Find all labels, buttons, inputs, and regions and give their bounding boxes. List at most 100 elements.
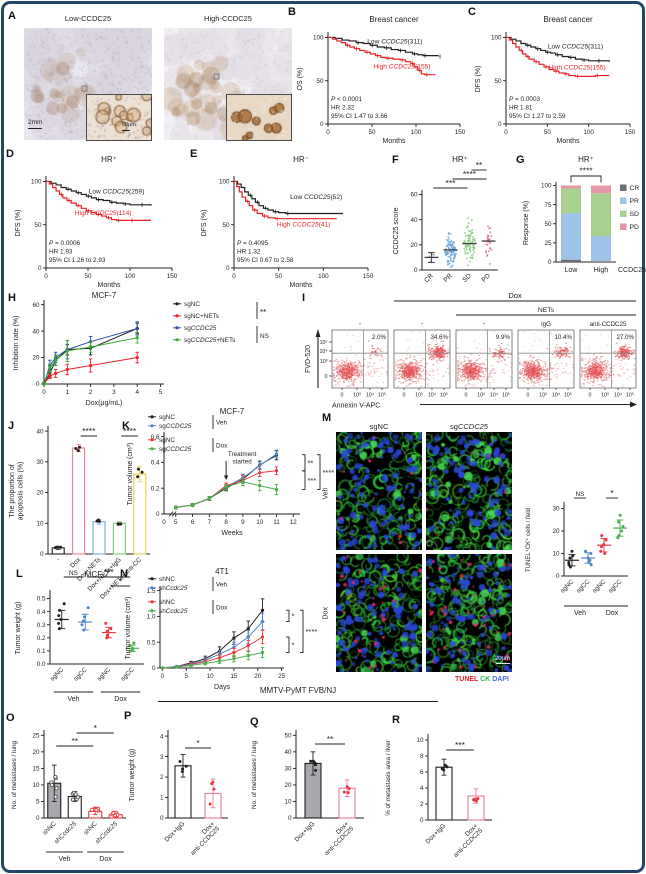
scalebar-20um-label: 20μm (494, 656, 510, 662)
svg-text:Dox+IgG: Dox+IgG (424, 822, 447, 845)
svg-text:100: 100 (411, 129, 422, 136)
svg-text:10⁴: 10⁴ (366, 393, 374, 399)
svg-text:P = 0.0006: P = 0.0006 (49, 240, 81, 247)
svg-text:3: 3 (112, 389, 116, 396)
histology-high-inset-image (226, 94, 292, 141)
svg-text:HR 1.93: HR 1.93 (49, 249, 73, 256)
svg-text:shNC: shNC (159, 576, 175, 583)
svg-text:Low: Low (565, 267, 579, 274)
svg-text:High CCDC25(155): High CCDC25(155) (548, 64, 605, 71)
svg-text:HR 2.32: HR 2.32 (331, 105, 355, 112)
panel-m-row2-label: Dox (322, 607, 330, 620)
svg-text:100: 100 (541, 183, 552, 190)
svg-text:sgCC: sgCC (72, 666, 89, 683)
svg-text:50: 50 (222, 222, 230, 229)
svg-text:20: 20 (36, 490, 44, 497)
svg-text:Dox: Dox (216, 605, 228, 612)
svg-text:0: 0 (226, 265, 230, 272)
caption-tunel: TUNEL (455, 676, 479, 683)
svg-text:HR 1.81: HR 1.81 (509, 105, 533, 112)
svg-text:PD: PD (480, 272, 492, 284)
if-image-sgccdc25-dox (426, 554, 512, 672)
panel-f-label: F (392, 154, 399, 166)
svg-text:9: 9 (241, 519, 245, 526)
panel-l-label: L (16, 568, 23, 580)
svg-text:CCDC25 score: CCDC25 score (393, 207, 400, 254)
svg-text:Dox: Dox (508, 291, 522, 300)
svg-text:***: *** (104, 567, 115, 577)
svg-text:20: 20 (410, 242, 418, 249)
panel-j-label: J (8, 420, 15, 432)
svg-text:1.5: 1.5 (147, 588, 156, 595)
svg-text:Dox: Dox (606, 610, 619, 617)
svg-text:sgNC: sgNC (184, 301, 200, 308)
svg-text:% of metastasis area / liver: % of metastasis area / liver (385, 740, 392, 816)
svg-text:0.3: 0.3 (37, 622, 46, 629)
svg-text:4: 4 (420, 785, 424, 792)
svg-text:0.5: 0.5 (37, 596, 46, 603)
panel-m-label: M (322, 412, 332, 424)
panel-h: H 0 20 40 60 0 1 2 3 4 5 Inhibition rate (%) Dox(μg… (6, 290, 302, 412)
panel-b-label: B (288, 6, 296, 18)
svg-text:Veh: Veh (216, 582, 227, 589)
svg-text:40: 40 (36, 428, 44, 435)
svg-text:PR: PR (630, 198, 640, 205)
svg-text:Tumor volume (cm³): Tumor volume (cm³) (127, 443, 134, 506)
svg-text:FVD-520: FVD-520 (305, 345, 312, 373)
svg-text:0: 0 (40, 551, 44, 558)
panel-m-row1-label: Veh (322, 487, 330, 500)
svg-text:DFS (%): DFS (%) (15, 210, 22, 237)
svg-text:OS (%): OS (%) (297, 68, 304, 91)
svg-text:sgCCDC25: sgCCDC25 (159, 423, 192, 430)
panel-a-label: A (8, 10, 16, 22)
chart-g-response: 0 25 50 75 100 Response (%) HR⁺ Low High CCDC25 CR… (523, 155, 646, 274)
svg-text:50: 50 (84, 273, 92, 280)
panel-g: G 0 25 50 75 100 Response (%) HR⁺ Low High CCDC25… (512, 148, 646, 290)
svg-text:HR⁺: HR⁺ (101, 155, 117, 164)
svg-text:5: 5 (184, 673, 188, 680)
panel-g-label: G (516, 154, 525, 166)
svg-text:2.0%: 2.0% (372, 334, 387, 341)
svg-text:0: 0 (42, 389, 46, 396)
svg-text:10³: 10³ (415, 393, 423, 399)
svg-text:MCF-7: MCF-7 (220, 407, 245, 416)
caption-ck: CK (480, 676, 491, 683)
svg-text:IgG: IgG (541, 321, 551, 328)
svg-text:**: ** (476, 160, 483, 170)
svg-text:shCcdc25: shCcdc25 (53, 820, 78, 845)
svg-text:0: 0 (36, 815, 40, 822)
panel-k: K 0 0.2 0.4 0.6 5 6 7 8 9 10 11 12 Tumor volume (cm³… (118, 404, 340, 576)
svg-text:0.4: 0.4 (37, 609, 46, 616)
chart-c-dfs-km: 0 50 100 0 50 100 150 DFS (%) Months Breast cance… (475, 15, 636, 145)
svg-text:Treatment: Treatment (228, 451, 257, 458)
svg-text:0: 0 (341, 393, 344, 399)
svg-text:10⁵: 10⁵ (440, 393, 448, 399)
svg-text:DFS (%): DFS (%) (475, 66, 482, 93)
svg-text:0: 0 (527, 393, 530, 399)
svg-text:***: *** (455, 740, 466, 750)
svg-text:High CCDC25(114): High CCDC25(114) (75, 210, 132, 217)
svg-text:100: 100 (125, 273, 136, 280)
svg-text:10⁴: 10⁴ (320, 349, 328, 355)
chart-d-hrpos-km: 0 50 100 0 50 100 150 DFS (%) Months HR⁺ Low CCDC2… (15, 155, 178, 289)
svg-text:150: 150 (455, 129, 466, 136)
svg-text:sgNC+NETs: sgNC+NETs (184, 313, 219, 320)
svg-text:No. of metastases / lung: No. of metastases / lung (251, 741, 258, 809)
svg-text:DFS (%): DFS (%) (201, 210, 208, 237)
svg-text:4: 4 (135, 389, 139, 396)
svg-text:**: ** (327, 734, 334, 744)
svg-text:10⁴: 10⁴ (614, 393, 622, 399)
svg-text:0: 0 (465, 393, 468, 399)
svg-text:MCF-7: MCF-7 (92, 291, 117, 300)
svg-text:0: 0 (160, 815, 164, 822)
panel-m-col2-header: sgCCDC25 (426, 422, 512, 431)
svg-text:0: 0 (420, 817, 424, 824)
svg-text:150: 150 (167, 273, 178, 280)
svg-text:Dox(μg/mL): Dox(μg/mL) (86, 400, 123, 407)
svg-text:95% CI 1.47 to 3.66: 95% CI 1.47 to 3.66 (331, 113, 388, 120)
svg-text:Dox+IgG: Dox+IgG (293, 820, 316, 843)
svg-text:Tumor weight (g): Tumor weight (g) (15, 602, 22, 655)
chart-e-hrneg-km: 0 50 100 0 50 100 150 DFS (%) Months HR⁻ Low CCDC2… (201, 155, 374, 289)
svg-text:sgNC: sgNC (159, 437, 175, 444)
panel-e-label: E (190, 148, 198, 160)
